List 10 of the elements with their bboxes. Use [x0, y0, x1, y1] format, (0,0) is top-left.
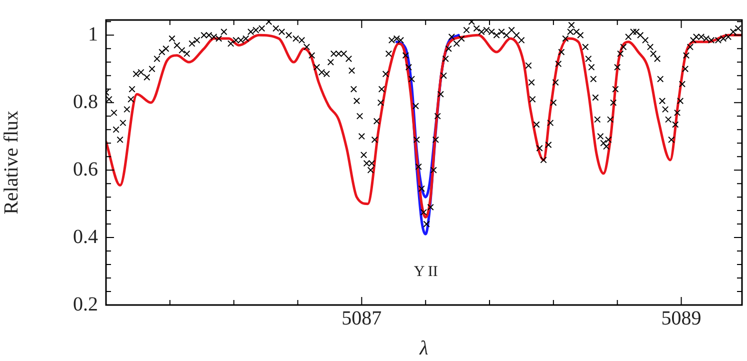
x-tick-label: 5087	[342, 307, 382, 330]
y-axis-title: Relative flux	[0, 110, 22, 214]
y-tick-label: 0.4	[73, 226, 98, 248]
y-tick-label: 1	[88, 23, 98, 46]
y-tick-label: 0.8	[73, 90, 98, 113]
x-tick-label: 5089	[661, 307, 702, 330]
y-tick-label: 0.6	[73, 158, 98, 180]
y-tick-label: 0.2	[73, 293, 98, 316]
annotation: Y II	[414, 264, 438, 280]
x-axis-title: λ	[418, 337, 429, 360]
